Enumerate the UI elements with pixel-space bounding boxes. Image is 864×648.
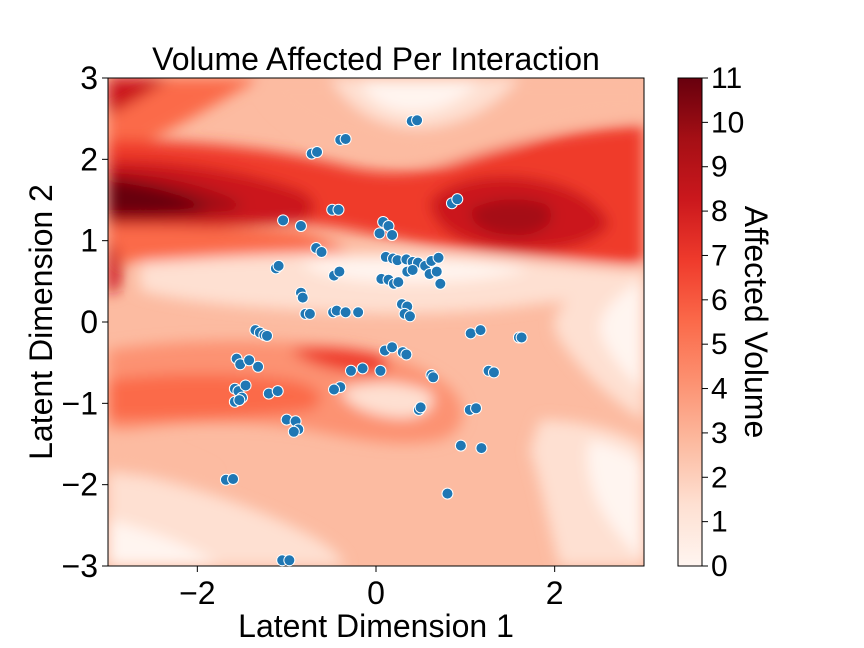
data-point [332, 203, 345, 216]
data-point [303, 307, 316, 320]
data-point [403, 310, 416, 323]
data-point [374, 364, 387, 377]
data-point [427, 371, 440, 384]
field-region [470, 199, 552, 236]
contour-field [108, 78, 644, 566]
data-point [411, 114, 424, 127]
x-tick-label: 2 [546, 575, 564, 611]
data-point [239, 379, 252, 392]
data-point [406, 263, 419, 276]
data-point [515, 331, 528, 344]
data-point [392, 276, 405, 289]
data-point [243, 354, 256, 367]
data-point [272, 259, 285, 272]
x-tick-label: 0 [367, 575, 385, 611]
data-point [400, 348, 413, 361]
data-point [277, 214, 290, 227]
data-point [414, 401, 427, 414]
data-point [454, 439, 467, 452]
colorbar-tick-label: 5 [711, 328, 728, 361]
field-region [360, 82, 480, 112]
data-point [475, 442, 488, 455]
colorbar-tick-label: 0 [711, 550, 728, 583]
colorbar-tick-label: 9 [711, 151, 728, 184]
chart-title: Volume Affected Per Interaction [152, 41, 600, 77]
y-axis-label: Latent Dimension 2 [23, 184, 59, 460]
y-axis-ticks: −3 −2 −1 0 1 2 3 [62, 60, 108, 584]
data-point [328, 383, 341, 396]
colorbar-tick-label: 2 [711, 461, 728, 494]
data-point [470, 402, 483, 415]
y-tick-label: −1 [62, 385, 98, 421]
field-region [600, 280, 644, 390]
colorbar-tick-label: 10 [711, 106, 744, 139]
data-point [373, 227, 386, 240]
data-point [283, 554, 296, 567]
x-axis-label: Latent Dimension 1 [238, 608, 514, 644]
data-point [451, 193, 464, 206]
data-point [315, 246, 328, 259]
field-region [108, 78, 170, 115]
data-point [356, 362, 369, 375]
colorbar-tick-label: 6 [711, 284, 728, 317]
data-point [386, 228, 399, 241]
colorbar-tick-label: 3 [711, 417, 728, 450]
field-region [340, 382, 434, 418]
data-point [386, 341, 399, 354]
data-point [339, 306, 352, 319]
field-region [108, 440, 215, 478]
data-point [434, 277, 447, 290]
data-point [227, 472, 240, 485]
data-point [311, 146, 324, 159]
data-point [339, 133, 352, 145]
field-region [108, 240, 122, 295]
data-point [464, 327, 477, 340]
field-region [108, 180, 210, 215]
y-tick-label: 0 [80, 304, 98, 340]
colorbar-tick-label: 7 [711, 239, 728, 272]
x-axis-ticks: −2 0 2 [179, 566, 564, 611]
field-region [587, 440, 644, 560]
scatter-points [219, 114, 528, 567]
colorbar [677, 77, 703, 567]
y-tick-label: −3 [62, 548, 98, 584]
data-point [233, 394, 246, 407]
y-tick-label: 2 [80, 141, 98, 177]
data-point [333, 265, 346, 278]
colorbar-tick-label: 11 [711, 62, 742, 95]
colorbar-tick-label: 8 [711, 195, 728, 228]
data-point [294, 220, 307, 233]
y-tick-label: 3 [80, 60, 98, 96]
data-point [441, 487, 454, 500]
data-point [271, 385, 284, 398]
colorbar-tick-label: 4 [711, 373, 728, 406]
x-tick-label: −2 [179, 575, 215, 611]
colorbar-ticks: 0 1 2 3 4 5 6 7 8 9 10 11 [702, 62, 744, 583]
field-region [108, 374, 321, 420]
colorbar-label: Affected Volume [738, 206, 774, 438]
data-point [296, 291, 309, 304]
data-point [474, 324, 487, 337]
field-region [108, 520, 220, 566]
data-point [261, 329, 274, 342]
y-tick-label: 1 [80, 223, 98, 259]
data-point [252, 360, 265, 373]
y-tick-label: −2 [62, 467, 98, 503]
data-point [487, 366, 500, 379]
field-region [108, 78, 260, 150]
data-point [432, 251, 445, 264]
data-point [430, 265, 443, 278]
field-region [108, 225, 360, 262]
data-point [344, 364, 357, 377]
data-point [352, 306, 365, 319]
colorbar-tick-label: 1 [711, 506, 728, 539]
data-point [287, 425, 300, 438]
